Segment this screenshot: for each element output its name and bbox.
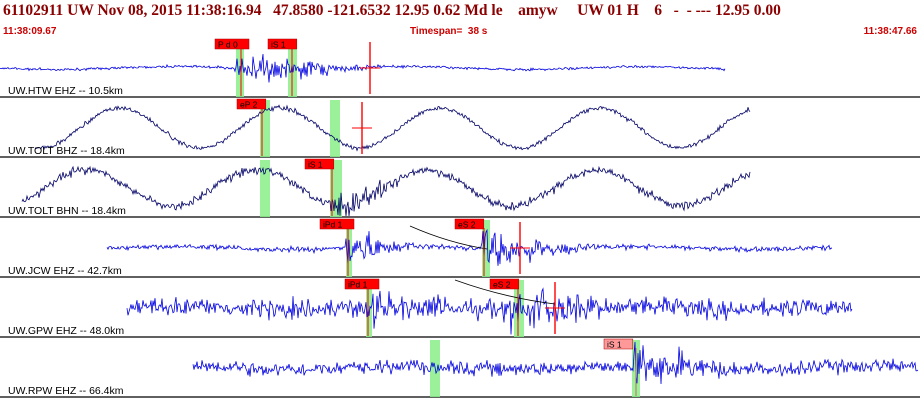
station-label: UW.JCW EHZ -- 42.7km <box>8 265 122 277</box>
pick-flag[interactable] <box>489 278 520 290</box>
pick-label: iS 1 <box>271 40 286 50</box>
waveform <box>21 165 751 217</box>
pick-label: iS 1 <box>607 340 622 350</box>
trace-panel[interactable]: iS 1 UW.RPW EHZ -- 66.4km <box>0 338 920 398</box>
trace-panel[interactable]: iPd 1 eS 2 UW.GPW EHZ -- 48.0km <box>0 278 920 338</box>
end-time: 11:38:47.66 <box>863 26 917 37</box>
waveform <box>0 53 726 83</box>
event-title: 61102911 UW Nov 08, 2015 11:38:16.94 47.… <box>3 2 781 19</box>
pick-flag[interactable] <box>304 158 335 170</box>
station-label: UW.HTW EHZ -- 10.5km <box>8 85 123 97</box>
pick-flag[interactable] <box>454 218 485 230</box>
pick-flag[interactable] <box>267 38 298 50</box>
pick-window <box>366 280 372 337</box>
pick-window <box>330 100 340 157</box>
pick-flag[interactable] <box>344 278 380 290</box>
pick-flag[interactable] <box>236 98 267 110</box>
seismogram-header: 61102911 UW Nov 08, 2015 11:38:16.94 47.… <box>0 0 920 26</box>
station-label: UW.TOLT BHN -- 18.4km <box>8 205 126 217</box>
pick-flag[interactable] <box>603 338 634 350</box>
trace-panel[interactable]: iPd 1 eS 2 UW.JCW EHZ -- 42.7km <box>0 218 920 278</box>
waveform <box>126 287 853 335</box>
pick-flag[interactable] <box>319 218 355 230</box>
pick-label: iPd 1 <box>323 220 343 230</box>
trace-panel[interactable]: eP 2 UW.TOLT BHZ -- 18.4km <box>0 98 920 158</box>
station-label: UW.TOLT BHZ -- 18.4km <box>8 145 125 157</box>
trace-panel[interactable]: P d 0 iS 1 UW.HTW EHZ -- 10.5km <box>0 38 920 98</box>
waveform <box>34 104 751 152</box>
pick-label: iPd 1 <box>348 280 368 290</box>
travel-time-curve <box>454 279 556 305</box>
pick-label: P d 0 <box>218 40 238 50</box>
station-label: UW.GPW EHZ -- 48.0km <box>8 325 124 337</box>
waveform <box>106 228 833 266</box>
pick-window <box>260 100 270 157</box>
pick-window <box>260 160 270 217</box>
travel-time-curve <box>409 225 488 250</box>
station-label: UW.RPW EHZ -- 66.4km <box>8 385 124 397</box>
pick-label: iS 1 <box>308 160 323 170</box>
waveform <box>192 341 919 385</box>
trace-panel[interactable]: iS 1 UW.TOLT BHN -- 18.4km <box>0 158 920 218</box>
start-time: 11:38:09.67 <box>3 26 57 37</box>
pick-label: eS 2 <box>493 280 511 290</box>
seismogram-plot[interactable]: P d 0 iS 1 UW.HTW EHZ -- 10.5km eP 2 UW.TOLT… <box>0 38 920 400</box>
pick-flag[interactable] <box>214 38 250 50</box>
pick-label: eP 2 <box>240 100 258 110</box>
pick-label: eS 2 <box>458 220 476 230</box>
timespan-label: Timespan= 38 s <box>410 26 488 37</box>
